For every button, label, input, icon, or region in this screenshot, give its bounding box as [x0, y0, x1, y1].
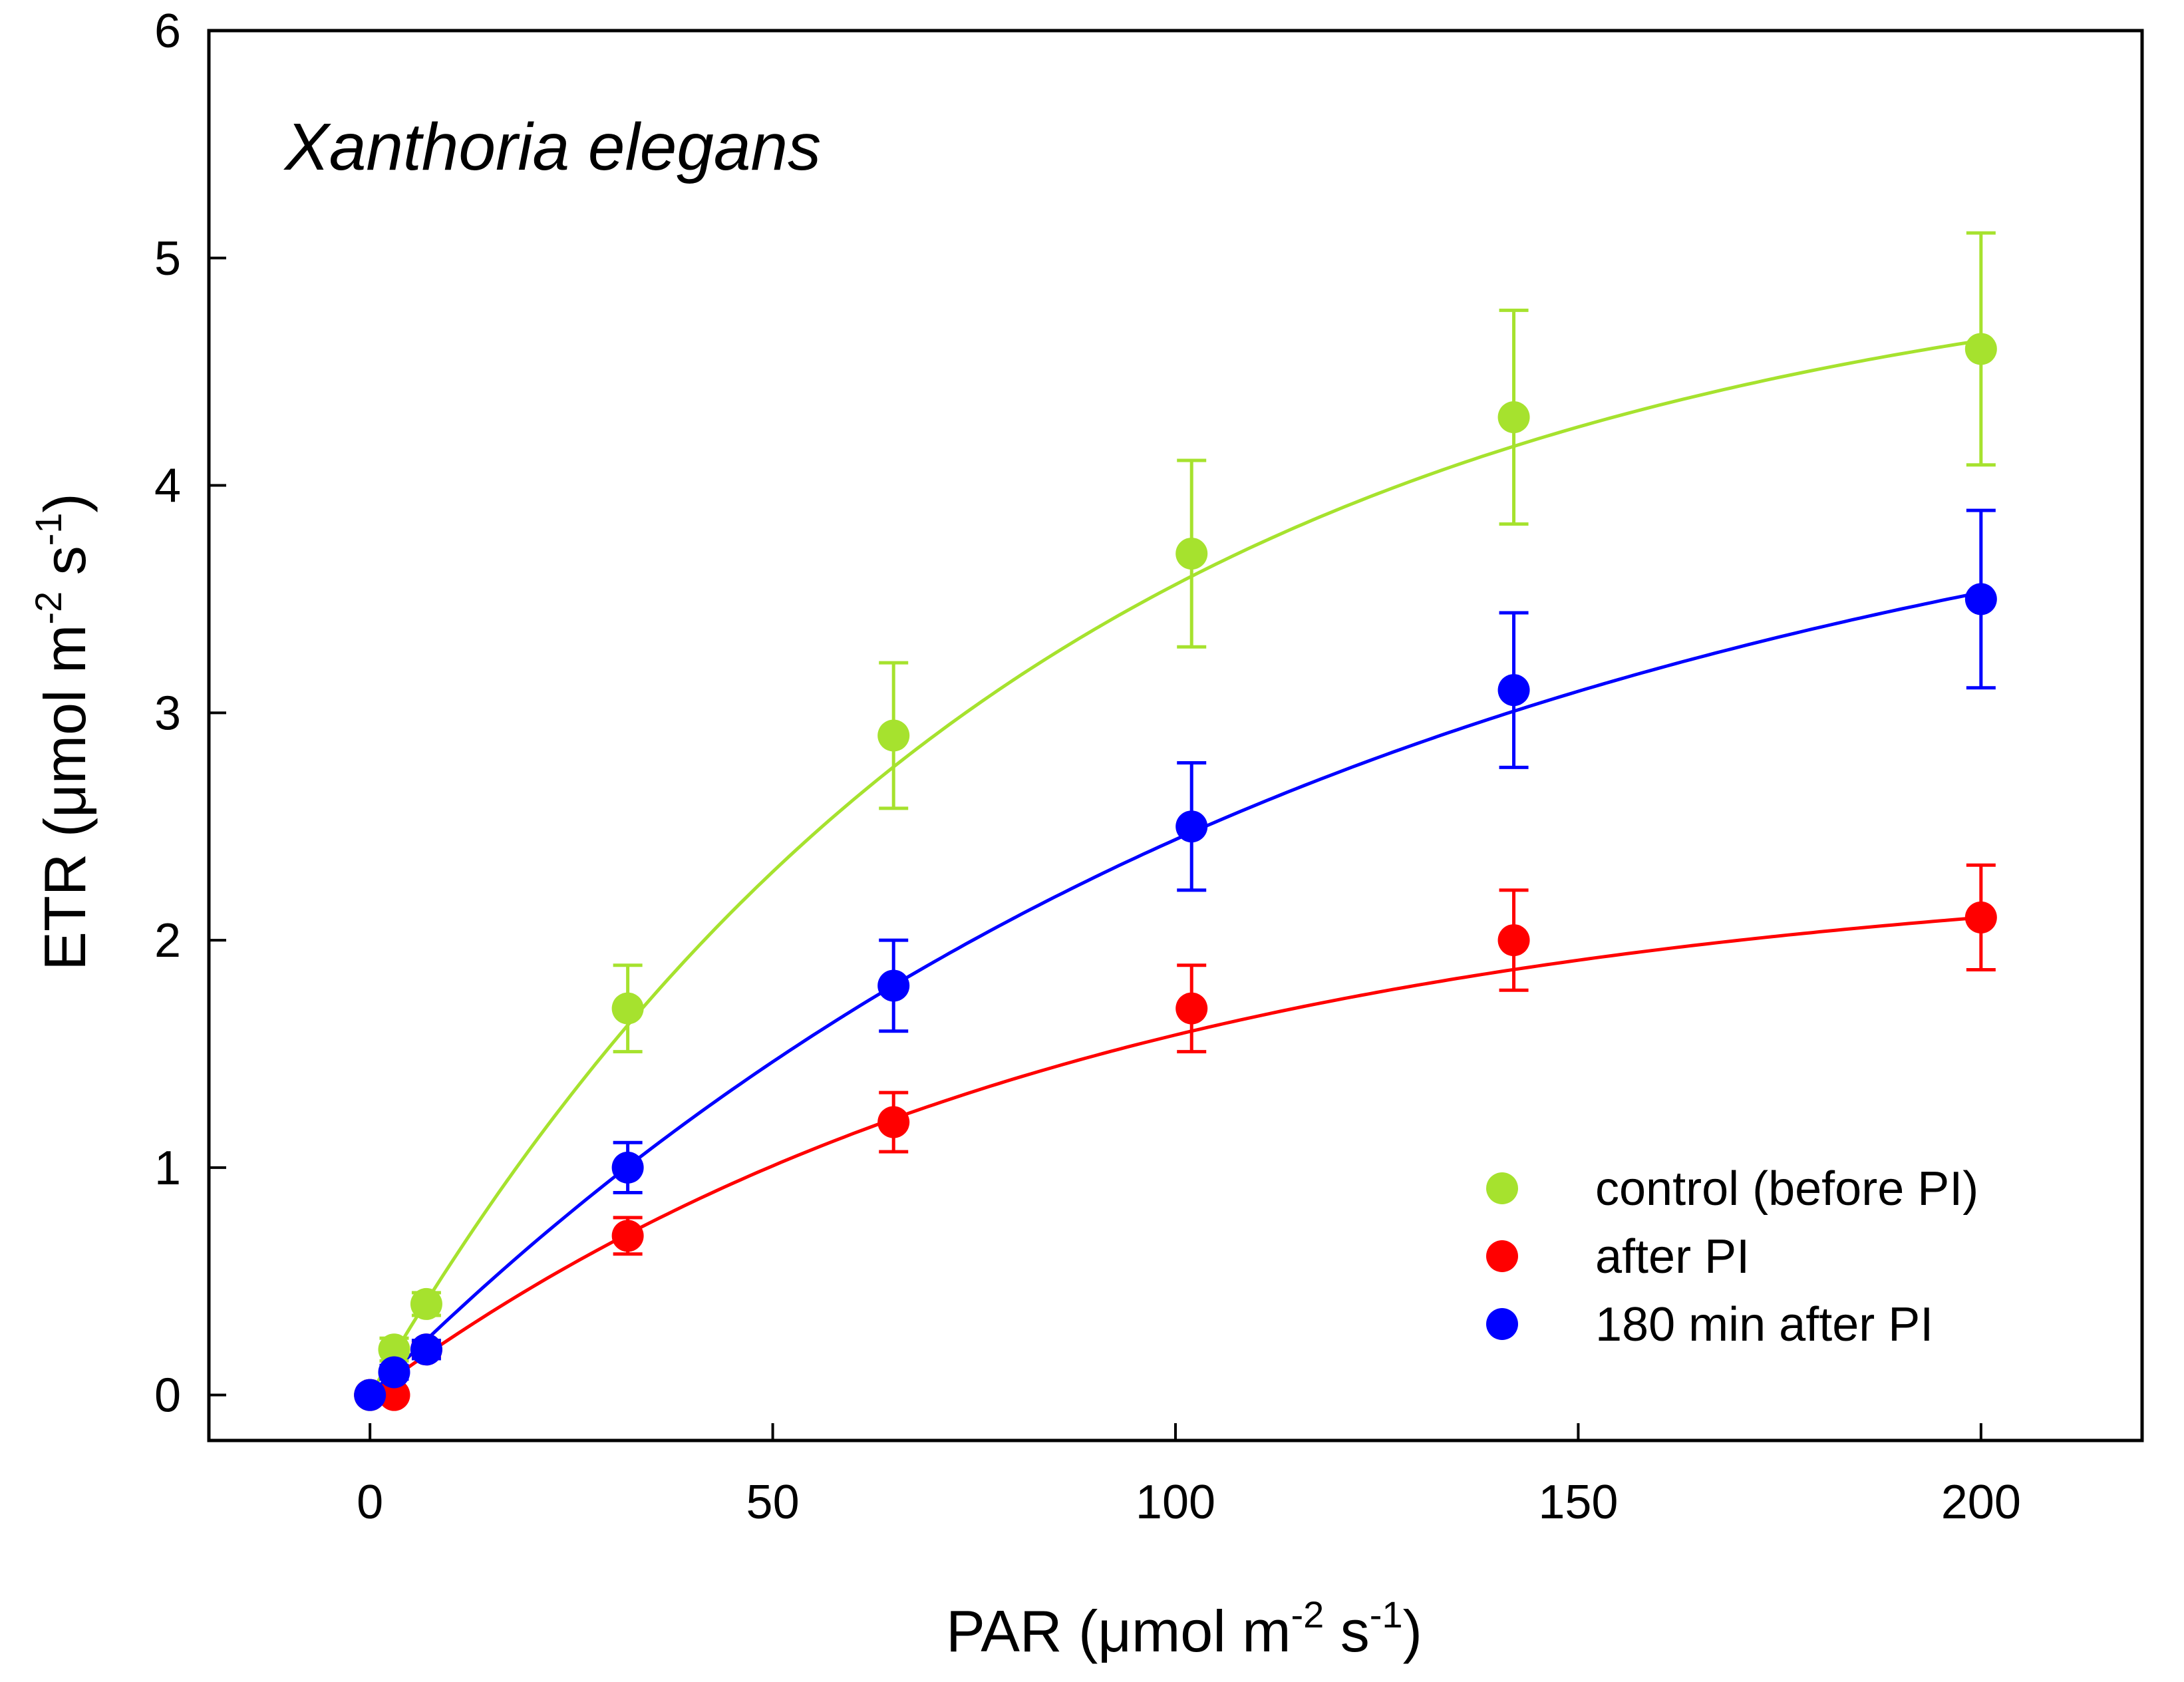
legend-entry-control: control (before PI) — [1486, 1162, 1978, 1216]
legend-label-180-min: 180 min after PI — [1595, 1298, 1933, 1351]
data-point-1-4 — [877, 1106, 910, 1138]
y-axis-title-prefix: ETR ( — [32, 818, 98, 971]
data-point-1-3 — [611, 1220, 644, 1252]
y-tick-label-1: 1 — [154, 1142, 181, 1195]
y-tick-label-3: 3 — [154, 687, 181, 740]
legend-marker-180-min — [1486, 1308, 1518, 1340]
x-axis-title-main2: s — [1324, 1598, 1369, 1664]
y-tick-label-2: 2 — [154, 914, 181, 967]
data-point-0-6 — [1497, 401, 1530, 434]
data-point-1-1 — [378, 1379, 410, 1411]
y-axis-title-mu: μ — [32, 784, 98, 818]
data-point-2-7 — [1964, 583, 1997, 615]
data-point-2-0 — [354, 1379, 387, 1411]
data-point-2-4 — [877, 969, 910, 1002]
y-tick-label-6: 6 — [154, 5, 181, 58]
data-point-0-7 — [1964, 333, 1997, 365]
data-points — [354, 333, 1997, 1411]
legend-entry-180-min: 180 min after PI — [1486, 1298, 1933, 1351]
y-axis-title-suffix: ) — [32, 493, 98, 512]
data-point-1-7 — [1964, 901, 1997, 933]
y-tick-label-4: 4 — [154, 460, 181, 513]
x-axis-ticks: 0 50 100 150 200 — [357, 1423, 2021, 1529]
data-point-2-5 — [1175, 810, 1208, 843]
y-tick-label-5: 5 — [154, 232, 181, 285]
data-point-0-1 — [378, 1333, 410, 1366]
y-axis-title-main1: mol m — [32, 625, 98, 784]
x-axis-title-main1: mol m — [1132, 1598, 1291, 1664]
legend-marker-after-pi — [1486, 1240, 1518, 1272]
data-point-1-5 — [1175, 992, 1208, 1025]
legend: control (before PI) after PI 180 min aft… — [1486, 1162, 1978, 1351]
x-axis-title: PAR (μmol m-2 s-1) — [946, 1594, 1422, 1664]
data-point-2-2 — [410, 1333, 442, 1366]
x-tick-label-150: 150 — [1538, 1476, 1618, 1529]
data-point-0-5 — [1175, 538, 1208, 570]
data-point-2-1 — [378, 1356, 410, 1389]
species-annotation: Xanthoria elegans — [283, 110, 821, 184]
y-axis-title-main2: s — [32, 546, 98, 591]
legend-entry-after-pi: after PI — [1486, 1230, 1750, 1283]
data-point-0-4 — [877, 719, 910, 752]
y-axis-title-sup2: -1 — [27, 513, 69, 546]
x-tick-label-200: 200 — [1941, 1476, 2021, 1529]
data-point-0-3 — [611, 992, 644, 1025]
x-axis-title-sup2: -1 — [1370, 1594, 1403, 1635]
legend-label-control: control (before PI) — [1595, 1162, 1978, 1216]
x-axis-title-sup1: -2 — [1291, 1594, 1325, 1635]
x-axis-title-prefix: PAR ( — [946, 1598, 1098, 1664]
legend-label-after-pi: after PI — [1595, 1230, 1750, 1283]
data-point-2-3 — [611, 1151, 644, 1184]
data-point-2-6 — [1497, 674, 1530, 707]
x-tick-label-50: 50 — [746, 1476, 800, 1529]
x-tick-label-0: 0 — [357, 1476, 383, 1529]
data-point-1-6 — [1497, 924, 1530, 957]
data-point-0-2 — [410, 1287, 442, 1320]
legend-marker-control — [1486, 1172, 1518, 1204]
y-axis-title-sup1: -2 — [27, 591, 69, 625]
x-axis-title-suffix: ) — [1403, 1598, 1422, 1664]
y-tick-label-0: 0 — [154, 1369, 181, 1423]
y-axis-title: ETR (μmol m-2 s-1) — [27, 493, 98, 970]
x-tick-label-100: 100 — [1136, 1476, 1215, 1529]
x-axis-title-mu: μ — [1098, 1598, 1132, 1664]
y-axis-ticks: 0 1 2 3 4 5 6 — [154, 5, 226, 1423]
